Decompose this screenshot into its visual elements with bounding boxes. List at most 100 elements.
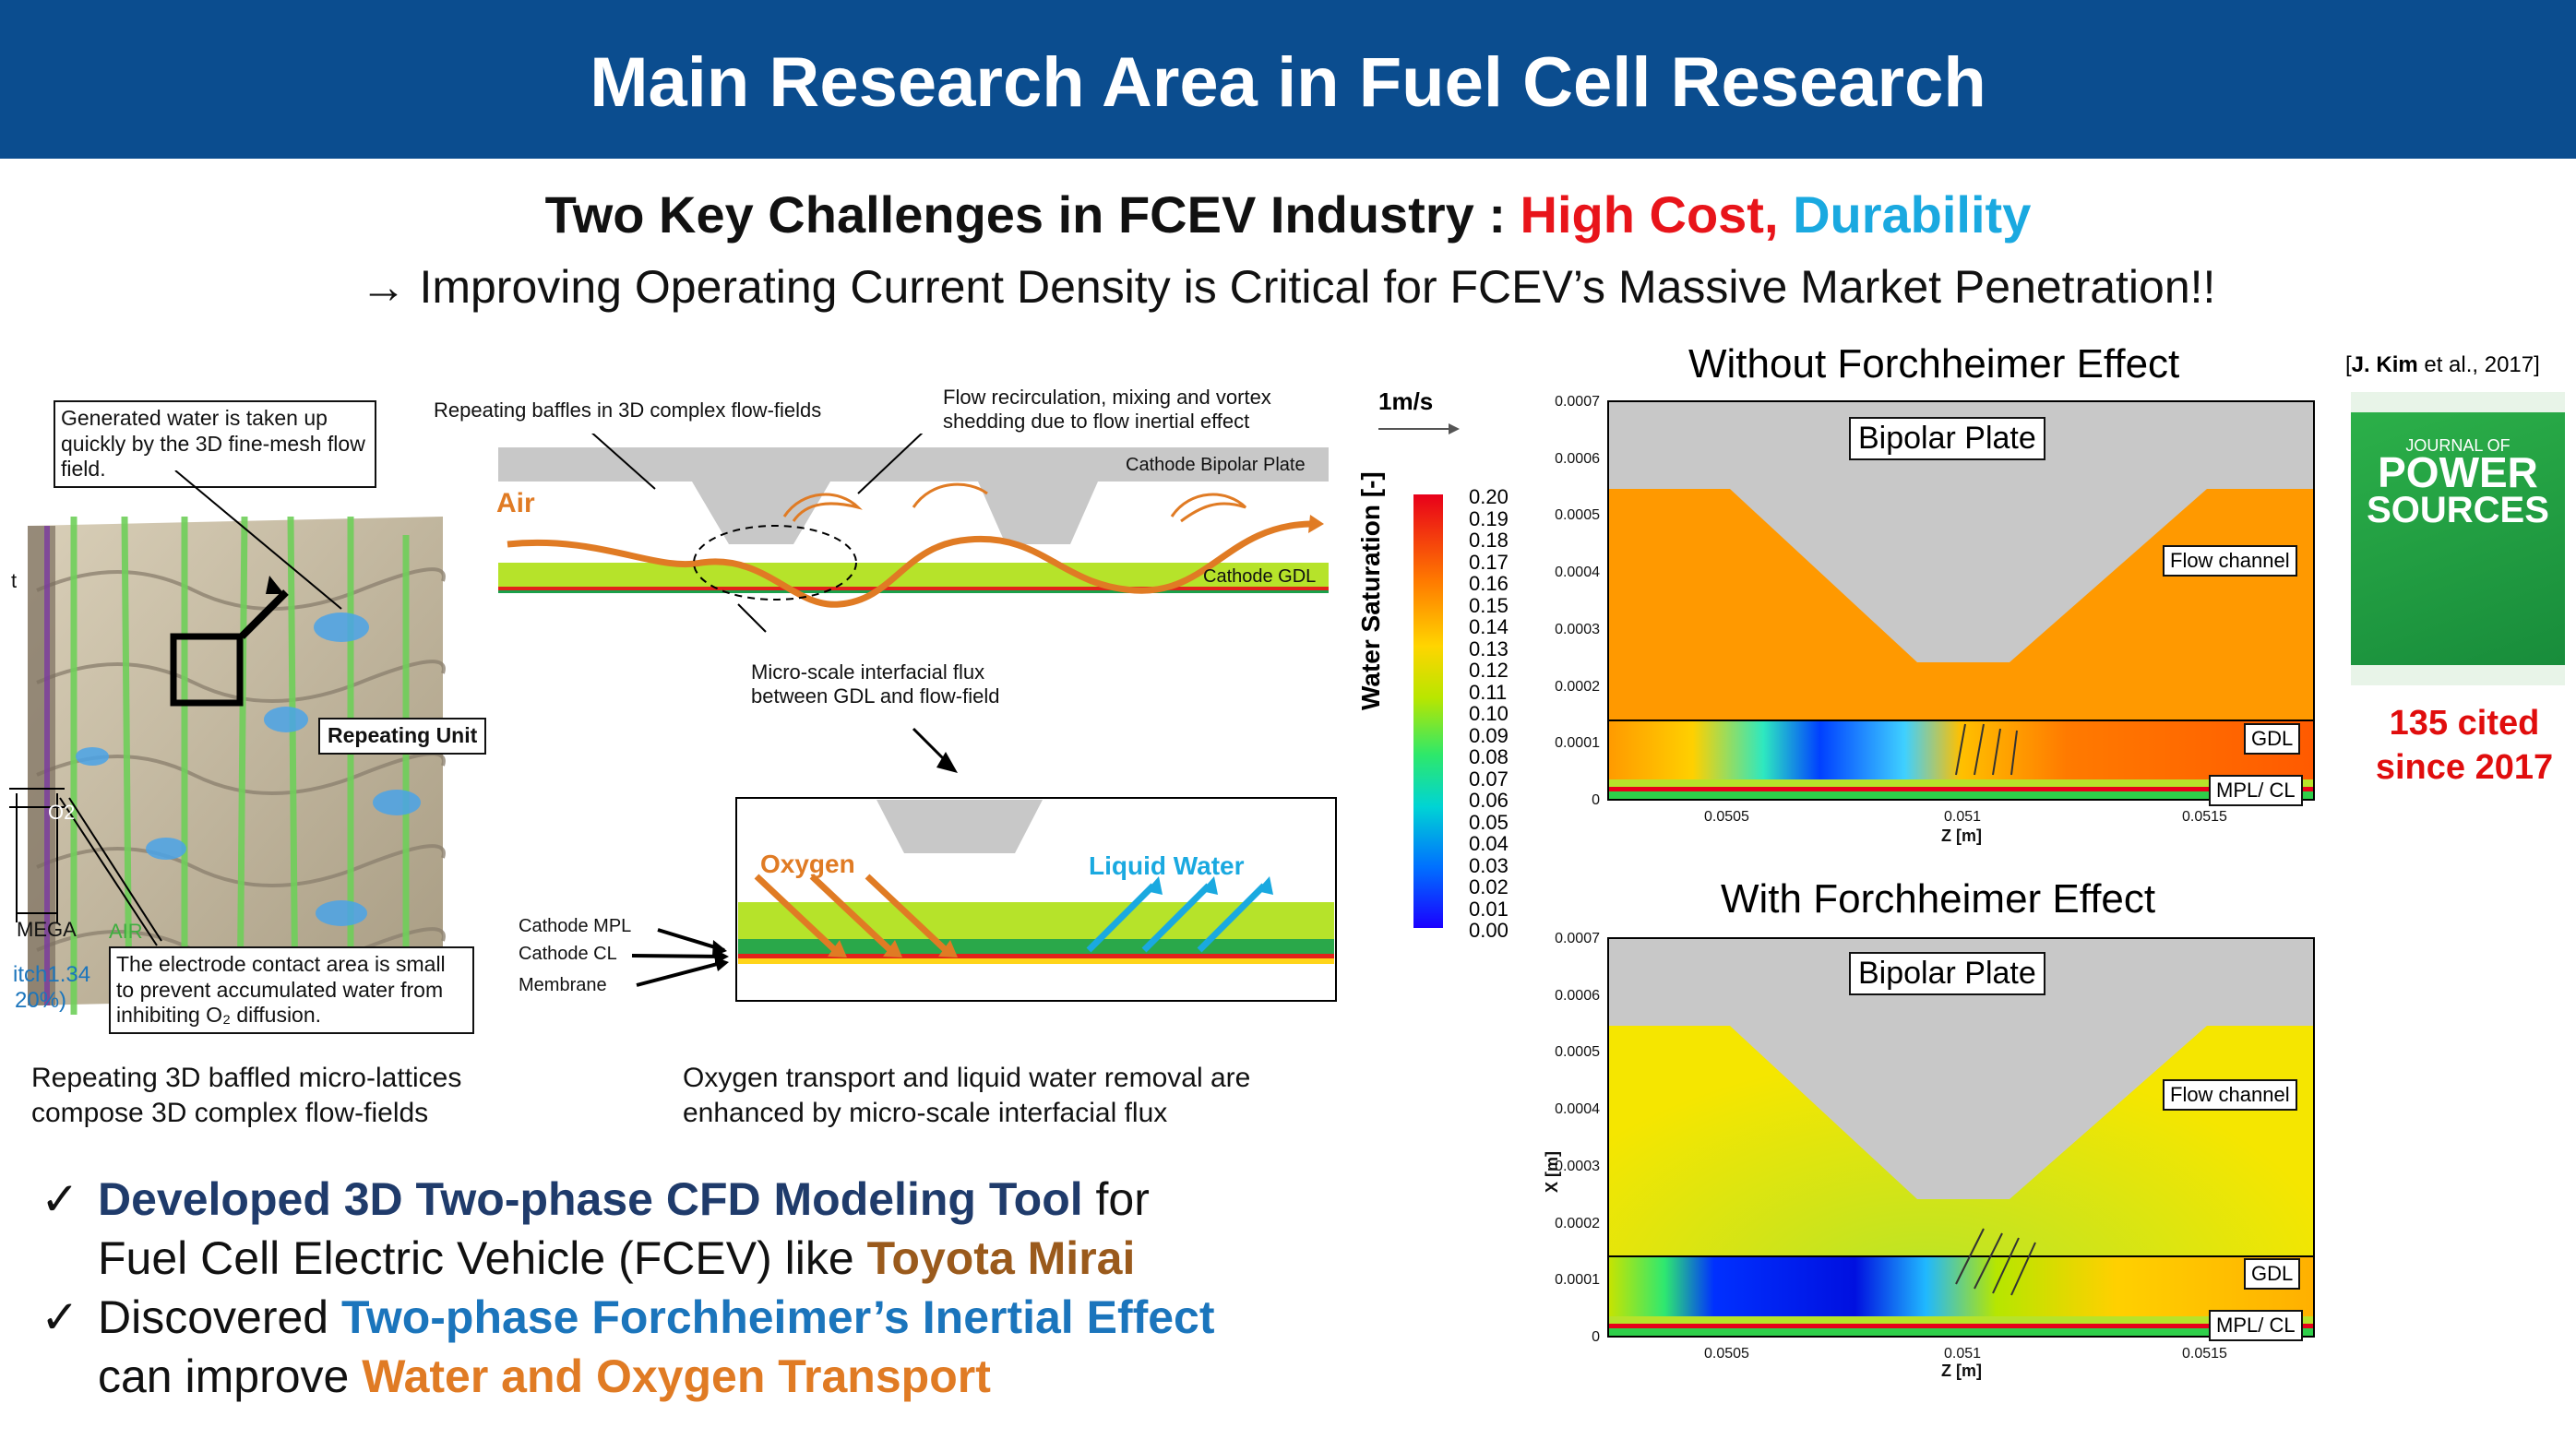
colorbar-title: Water Saturation [-]: [1356, 471, 1385, 710]
label-recirculation: Flow recirculation, mixing and vortex sh…: [943, 386, 1271, 434]
label-baffles: Repeating baffles in 3D complex flow-fie…: [434, 398, 822, 422]
colorbar-tick: 0.02: [1469, 875, 1509, 898]
journal-cover-top: JOURNAL OF: [2405, 436, 2510, 455]
y-tick: 0.0004: [1555, 565, 1600, 581]
journal-cover-title2: SOURCES: [2367, 490, 2549, 530]
velocity-scale-arrow: [1378, 423, 1460, 434]
x-tick: 0.0505: [1704, 1346, 1749, 1362]
colorbar-tick: 0.14: [1469, 615, 1509, 638]
label-cathode-mpl: Cathode MPL: [519, 916, 632, 936]
label-pitch: itch1.34: [13, 962, 91, 987]
repeating-unit-label: Repeating Unit: [318, 718, 487, 755]
flow-field-3d-illustration: [9, 516, 446, 1016]
journal-cover-title1: POWER: [2378, 448, 2538, 496]
plot2-xlabel: Z [m]: [1941, 1362, 1982, 1380]
plot2-gdl-label: GDL: [2244, 1258, 2301, 1290]
bullet-item-1: ✓ Developed 3D Two-phase CFD Modeling Too…: [41, 1173, 1150, 1225]
label-liquid-water: Liquid Water: [1089, 851, 1245, 880]
plot2-contour: [1607, 937, 2315, 1338]
x-tick: 0.0515: [2182, 809, 2227, 825]
bullet-item-1-line2: Fuel Cell Electric Vehicle (FCEV) like T…: [98, 1232, 1136, 1284]
colorbar-tick: 0.17: [1469, 550, 1509, 574]
header-bar: [0, 0, 2576, 159]
subtitle-line2: → Improving Operating Current Density is…: [360, 261, 2216, 313]
y-tick: 0.0001: [1555, 1272, 1600, 1289]
colorbar-tick: 0.15: [1469, 593, 1509, 617]
x-tick: 0.0505: [1704, 809, 1749, 825]
callout-pointer-top: [174, 470, 342, 610]
colorbar-tick: 0.20: [1469, 485, 1509, 508]
plot1-mpl-label: MPL/ CL: [2209, 775, 2303, 806]
subtitle: Two Key Challenges in FCEV Industry : Hi…: [0, 184, 2576, 244]
colorbar-tick: 0.05: [1469, 810, 1509, 834]
label-pitch-pct: 20%): [15, 988, 67, 1013]
label-t: t: [11, 569, 18, 592]
callout-pointer-bottom: [59, 797, 162, 946]
subtitle-prefix: Two Key Challenges in FCEV Industry :: [544, 185, 1521, 244]
velocity-scale-label: 1m/s: [1378, 387, 1434, 415]
colorbar-tick: 0.04: [1469, 832, 1509, 855]
plot2-ylabel: X [m]: [1543, 1151, 1561, 1193]
label-membrane: Membrane: [519, 975, 607, 995]
y-tick: 0.0002: [1555, 678, 1600, 695]
middle-caption: Oxygen transport and liquid water remova…: [683, 1063, 1251, 1128]
plot1-xlabel: Z [m]: [1941, 827, 1982, 845]
subtitle-durability: Durability: [1793, 185, 2032, 244]
y-tick: 0.0005: [1555, 1044, 1600, 1061]
y-tick: 0.0006: [1555, 987, 1600, 1004]
bullet-list: ✓ Developed 3D Two-phase CFD Modeling Too…: [41, 1170, 1332, 1406]
y-tick: 0.0005: [1555, 507, 1600, 524]
label-cathode-bipolar: Cathode Bipolar Plate: [1126, 455, 1306, 475]
label-cathode-gdl: Cathode GDL: [1203, 566, 1317, 587]
citation-ref: [J. Kim et al., 2017]: [2345, 352, 2540, 377]
colorbar-tick: 0.18: [1469, 529, 1509, 552]
y-tick: 0.0006: [1555, 450, 1600, 467]
colorbar-tick: 0.19: [1469, 506, 1509, 530]
y-tick: 0: [1592, 1329, 1600, 1345]
colorbar-tick: 0.07: [1469, 767, 1509, 791]
label-air: AIR: [109, 920, 143, 943]
plot2-title: With Forchheimer Effect: [1721, 876, 2156, 922]
y-tick: 0.0001: [1555, 735, 1600, 752]
page-title: Main Research Area in Fuel Cell Research: [590, 43, 1986, 122]
journal-cover: JOURNAL OF POWER SOURCES: [2351, 392, 2565, 685]
label-o2: O2: [48, 801, 76, 824]
plot1-title: Without Forchheimer Effect: [1688, 341, 2180, 387]
colorbar-tick: 0.09: [1469, 723, 1509, 747]
bullet-item-2: ✓ Discovered Two-phase Forchheimer’s Iner…: [41, 1291, 1215, 1343]
channel-schematic: [498, 434, 1337, 1002]
plot1-contour: [1607, 400, 2315, 801]
cited-count: 135 cited since 2017: [2375, 704, 2554, 787]
y-tick: 0: [1592, 792, 1600, 808]
y-tick: 0.0002: [1555, 1215, 1600, 1231]
colorbar-tick: 0.16: [1469, 572, 1509, 595]
callout-contact-area: The electrode contact area is small to p…: [109, 946, 474, 1034]
plot2-flow-channel-label: Flow channel: [2163, 1079, 2297, 1111]
subtitle-cost: High Cost,: [1520, 185, 1779, 244]
plot2-mpl-label: MPL/ CL: [2209, 1310, 2303, 1341]
y-tick: 0.0004: [1555, 1101, 1600, 1118]
bullet-item-2-line2: can improve Water and Oxygen Transport: [98, 1350, 991, 1402]
x-tick: 0.0515: [2182, 1346, 2227, 1362]
y-tick: 0.0003: [1555, 621, 1600, 637]
callout-generated-water: Generated water is taken up quickly by t…: [54, 400, 376, 488]
label-cathode-cl: Cathode CL: [519, 944, 617, 964]
y-tick: 0.0007: [1555, 931, 1600, 946]
label-mega: MEGA: [17, 918, 77, 941]
label-oxygen: Oxygen: [760, 850, 855, 878]
x-tick: 0.051: [1944, 809, 1982, 825]
colorbar-tick: 0.00: [1469, 919, 1509, 942]
water-saturation-colorbar: [1413, 494, 1443, 928]
colorbar-tick: 0.13: [1469, 636, 1509, 660]
left-caption: Repeating 3D baffled micro-lattices comp…: [31, 1063, 462, 1128]
plot2-bipolar-label: Bipolar Plate: [1849, 952, 2045, 995]
label-air: Air: [496, 488, 535, 518]
colorbar-tick: 0.10: [1469, 702, 1509, 725]
colorbar-tick: 0.08: [1469, 745, 1509, 768]
plot1-bipolar-label: Bipolar Plate: [1849, 417, 2045, 460]
y-tick: 0.0007: [1555, 394, 1600, 410]
label-interfacial-flux: Micro-scale interfacial flux between GDL…: [751, 660, 1000, 708]
colorbar-tick: 0.12: [1469, 659, 1509, 682]
plot1-flow-channel-label: Flow channel: [2163, 545, 2297, 577]
colorbar-tick: 0.03: [1469, 853, 1509, 877]
